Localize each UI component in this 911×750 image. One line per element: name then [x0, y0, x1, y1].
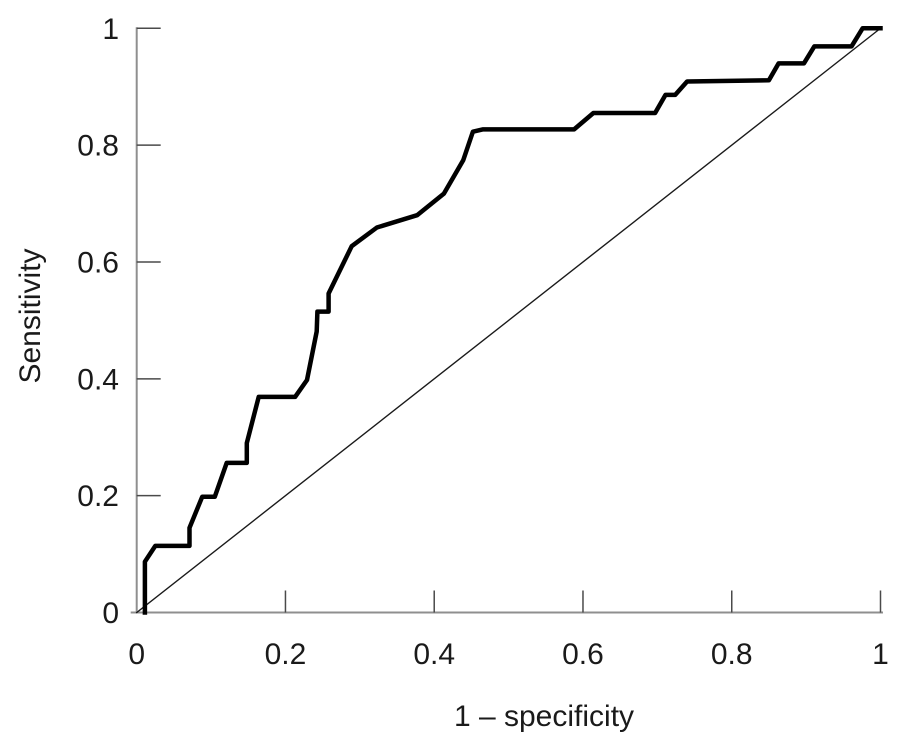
x-tick-label: 0.6: [562, 638, 604, 671]
titles-layer: 1 – specificity Sensitivity: [14, 248, 634, 733]
y-axis-title: Sensitivity: [14, 248, 47, 383]
axes-layer: 0 0.2 0.4 0.6 0.8 1 0 0.2 0.4 0.6 0.8 1: [77, 13, 889, 671]
x-axis-title: 1 – specificity: [454, 700, 634, 733]
y-tick-label: 0: [102, 597, 119, 630]
y-tick-label: 0.6: [77, 246, 119, 279]
x-tick-label: 0: [128, 638, 145, 671]
x-tick-label: 1: [872, 638, 889, 671]
x-tick-label: 0.8: [711, 638, 753, 671]
chance-diagonal-line: [135, 27, 882, 614]
y-tick-label: 0.8: [77, 130, 119, 163]
roc-curve-line: [142, 26, 883, 615]
series-layer: [135, 26, 883, 615]
y-tick-label: 0.2: [77, 480, 119, 513]
y-tick-label: 1: [102, 13, 119, 46]
x-tick-label: 0.4: [413, 638, 455, 671]
y-tick-label: 0.4: [77, 363, 119, 396]
x-tick-label: 0.2: [265, 638, 307, 671]
